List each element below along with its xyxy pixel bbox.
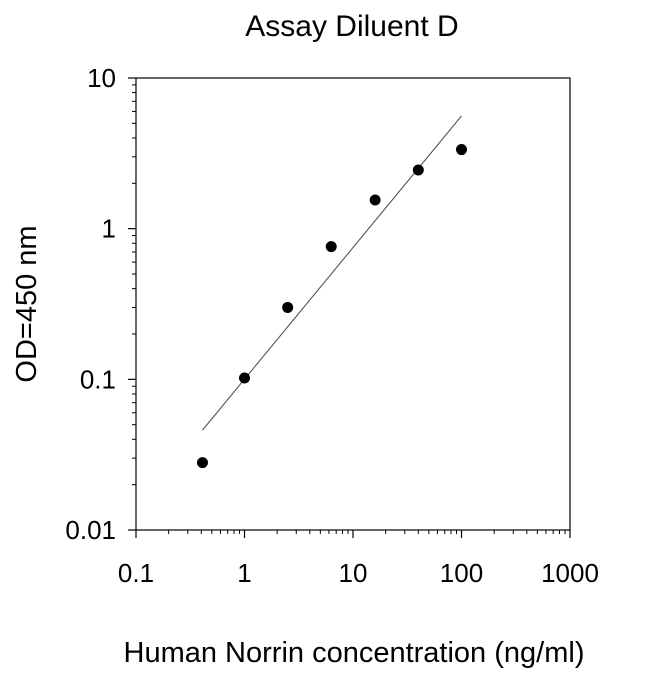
data-point — [369, 194, 381, 206]
y-tick-label: 0.01 — [65, 515, 116, 545]
x-tick-label: 0.1 — [118, 558, 154, 588]
x-tick-label: 1 — [237, 558, 251, 588]
x-axis-ticks: 0.1 1 10 100 1000 — [118, 530, 599, 588]
data-points — [196, 144, 467, 469]
fit-line-group — [202, 115, 462, 431]
y-axis-ticks: 0.01 0.1 1 10 — [65, 63, 136, 545]
y-axis-label: OD=450 nm — [11, 225, 43, 382]
chart-title: Assay Diluent D — [245, 10, 458, 43]
x-tick-label: 10 — [339, 558, 368, 588]
data-point — [325, 241, 337, 253]
data-point — [456, 144, 467, 156]
x-tick-label: 1000 — [541, 558, 599, 588]
y-tick-label: 0.1 — [80, 364, 116, 394]
y-tick-label: 1 — [102, 214, 116, 244]
y-tick-label: 10 — [87, 63, 116, 93]
x-axis-label: Human Norrin concentration (ng/ml) — [124, 637, 585, 669]
data-point — [196, 457, 208, 469]
data-point — [282, 301, 294, 313]
regression-line — [202, 115, 462, 431]
x-tick-label: 100 — [440, 558, 483, 588]
data-point — [412, 164, 424, 176]
data-point — [239, 372, 250, 384]
